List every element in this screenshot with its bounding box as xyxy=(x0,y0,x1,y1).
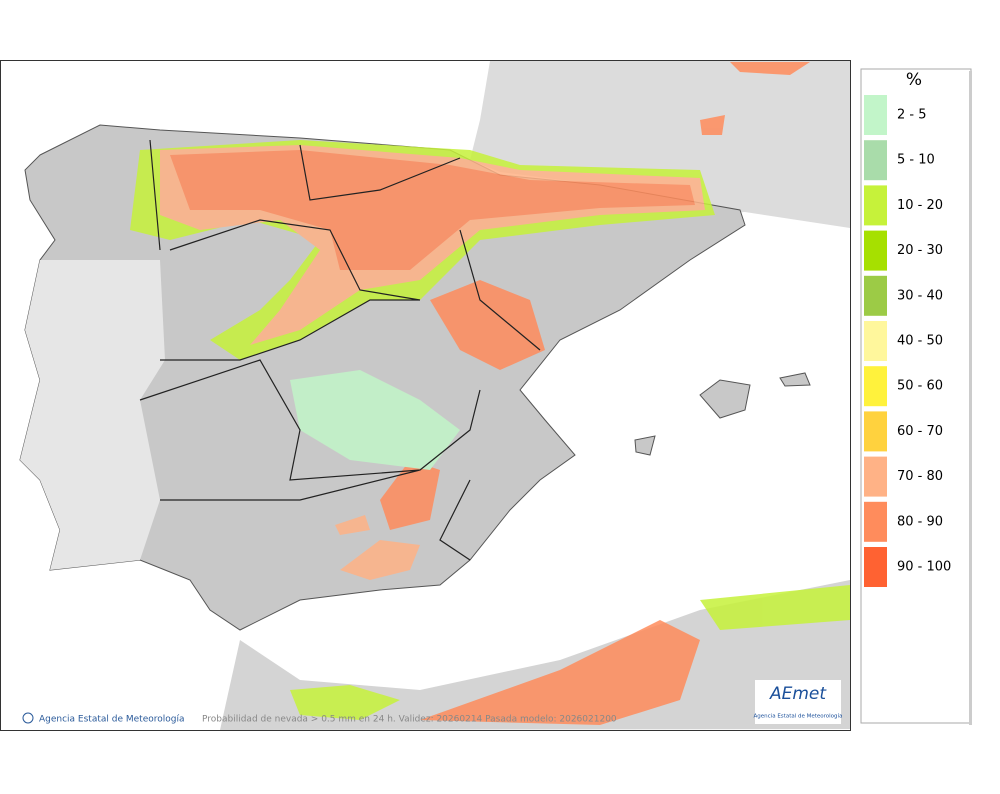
legend-swatch xyxy=(864,501,887,542)
legend-label: 5 - 10 xyxy=(897,153,935,168)
region-borders xyxy=(139,139,541,561)
map: Agencia Estatal de Meteorología Probabil… xyxy=(0,60,851,731)
legend-swatch xyxy=(864,411,887,452)
legend-shadow xyxy=(969,71,972,725)
legend-swatch xyxy=(864,230,887,271)
caption: Probabilidad de nevada > 0.5 mm en 24 h.… xyxy=(202,715,617,725)
legend-swatch xyxy=(864,366,887,407)
legend-label: 30 - 40 xyxy=(897,288,943,303)
legend-label: 40 - 50 xyxy=(897,334,943,349)
legend-label: 90 - 100 xyxy=(897,560,951,575)
legend-label: 80 - 90 xyxy=(897,514,943,529)
legend-swatch xyxy=(864,185,887,226)
legend-label: 10 - 20 xyxy=(897,198,943,213)
legend-swatch xyxy=(864,547,887,587)
legend: % 2 - 5 5 - 10 10 - 20 20 - 30 30 - 40 40 - 5… xyxy=(860,68,972,725)
copyright-icon xyxy=(22,712,34,724)
legend-label: 60 - 70 xyxy=(897,424,943,439)
legend-swatch xyxy=(864,95,887,135)
legend-label: 70 - 80 xyxy=(897,469,943,484)
legend-swatch xyxy=(864,140,887,181)
portugal xyxy=(20,260,165,570)
balearic-islands xyxy=(634,372,811,456)
france xyxy=(470,61,850,228)
logo: AEmet xyxy=(769,684,827,704)
credit: Agencia Estatal de Meteorología xyxy=(39,715,185,725)
legend-label: 20 - 30 xyxy=(897,243,943,258)
legend-swatch xyxy=(864,275,887,316)
snow-probability xyxy=(130,62,850,725)
africa xyxy=(220,580,850,730)
legend-label: 2 - 5 xyxy=(897,108,927,123)
logo-subtitle: Agencia Estatal de Meteorología xyxy=(754,713,843,720)
legend-swatch xyxy=(864,321,887,361)
legend-swatch xyxy=(864,456,887,497)
legend-label: 50 - 60 xyxy=(897,379,943,394)
legend-title: % xyxy=(906,70,922,90)
logo-box xyxy=(755,680,841,724)
